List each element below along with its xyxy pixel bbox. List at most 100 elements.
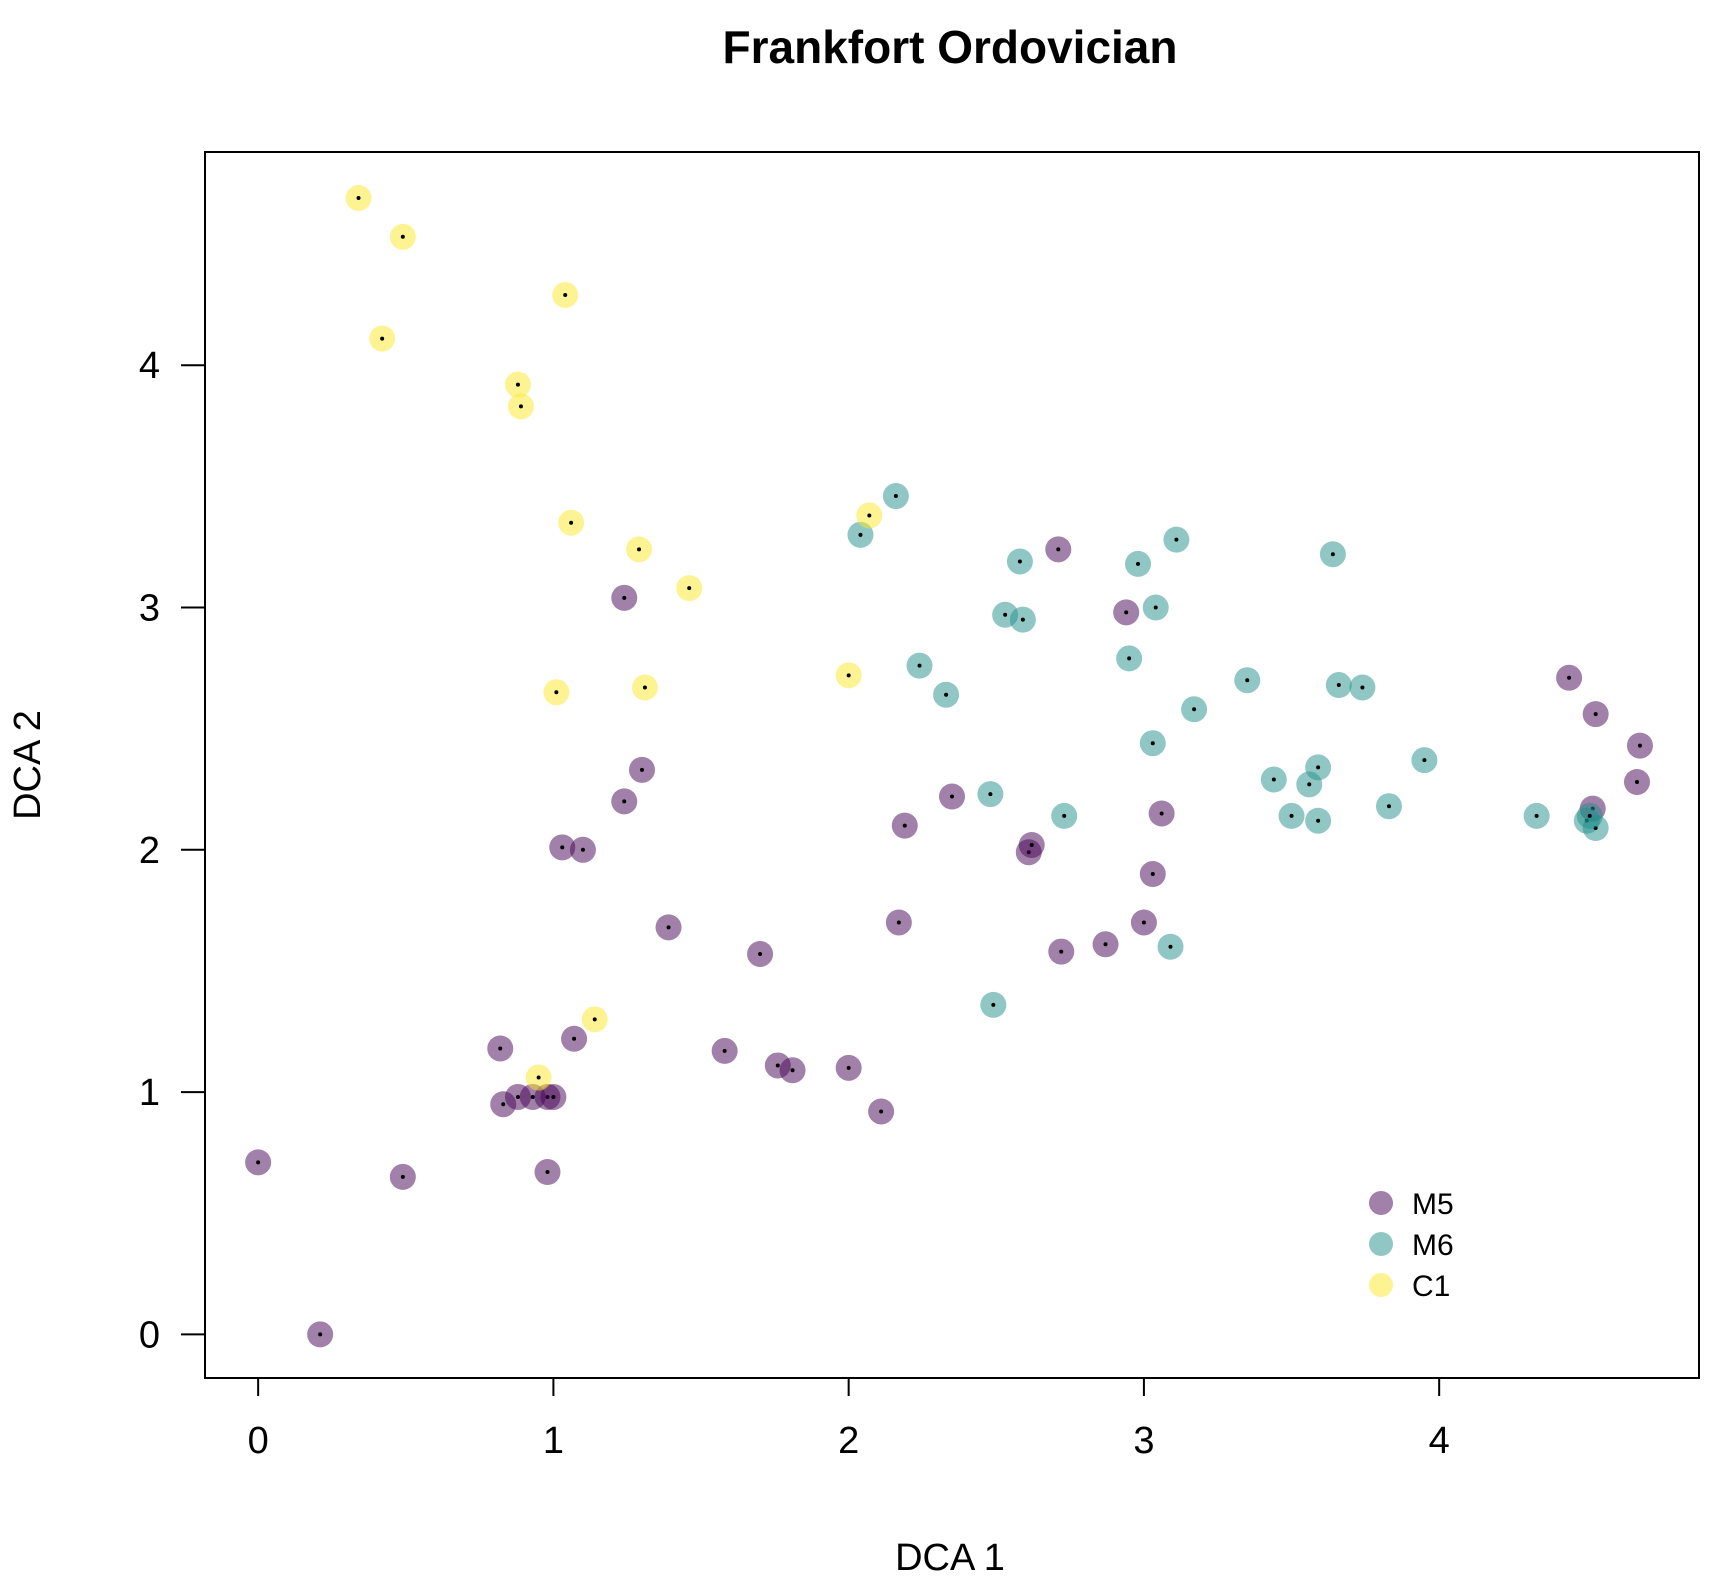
point-dot [1587, 813, 1592, 818]
point-dot [572, 1036, 577, 1041]
point-dot [1360, 685, 1365, 690]
point-dot [1136, 561, 1141, 566]
point-dot [356, 196, 361, 201]
point-dot [1174, 537, 1179, 542]
point-m5-14 [628, 756, 655, 783]
point-m6-9 [1051, 802, 1078, 829]
point-m5-9 [534, 1159, 561, 1186]
legend-item-m6: M6 [1369, 1229, 1454, 1262]
legend-label: C1 [1412, 1270, 1450, 1303]
point-dot [988, 792, 993, 797]
point-dot [858, 532, 863, 537]
point-m6-26 [1375, 793, 1402, 820]
point-m6-2 [906, 652, 933, 679]
point-m6-0 [847, 521, 874, 548]
point-dot [1567, 675, 1572, 680]
point-dot [1336, 683, 1341, 688]
point-m6-27 [1411, 747, 1438, 774]
point-dot [1634, 779, 1639, 784]
point-c1-14 [525, 1064, 552, 1091]
point-dot [554, 690, 559, 695]
point-dot [867, 513, 872, 518]
point-c1-0 [345, 185, 372, 212]
point-dot [515, 382, 520, 387]
point-dot [318, 1332, 323, 1337]
point-dot [758, 951, 763, 956]
point-c1-7 [626, 536, 653, 563]
point-dot [1307, 782, 1312, 787]
point-c1-2 [369, 325, 396, 352]
point-dot [536, 1075, 541, 1080]
point-m6-4 [977, 781, 1004, 808]
point-dot [1245, 678, 1250, 683]
point-m6-28 [1523, 802, 1550, 829]
point-m5-27 [1018, 831, 1045, 858]
point-dot [846, 1065, 851, 1070]
point-dot [1141, 920, 1146, 925]
point-dot [515, 1094, 520, 1099]
point-dot [1062, 813, 1067, 818]
point-m5-31 [1113, 599, 1140, 626]
point-dot [1150, 741, 1155, 746]
legend-item-m5: M5 [1369, 1188, 1454, 1221]
point-dot [560, 845, 565, 850]
point-m6-3 [933, 681, 960, 708]
point-m5-0 [245, 1149, 272, 1176]
point-dot [1003, 612, 1008, 617]
point-dot [501, 1102, 506, 1107]
point-dot [1020, 617, 1025, 622]
point-m5-23 [885, 909, 912, 936]
point-dot [846, 673, 851, 678]
point-dot [1316, 765, 1321, 770]
point-m6-13 [1142, 594, 1169, 621]
point-dot [896, 920, 901, 925]
point-m5-12 [569, 836, 596, 863]
point-dot [1386, 804, 1391, 809]
point-dot [551, 1094, 556, 1099]
point-dot [1289, 813, 1294, 818]
point-c1-1 [389, 223, 416, 250]
point-dot [256, 1160, 261, 1165]
point-m6-19 [1278, 802, 1305, 829]
y-tick-label: 0 [139, 1314, 160, 1356]
point-dot [545, 1170, 550, 1175]
point-m6-11 [1125, 550, 1152, 577]
point-m5-18 [747, 940, 774, 967]
point-dot [592, 1017, 597, 1022]
y-axis-label: DCA 2 [7, 710, 49, 820]
point-m5-30 [1092, 931, 1119, 958]
point-c1-12 [856, 502, 883, 529]
point-c1-4 [507, 393, 534, 420]
point-c1-6 [558, 509, 585, 536]
point-m6-5 [980, 991, 1007, 1018]
point-c1-5 [552, 281, 579, 308]
point-m6-1 [882, 483, 909, 510]
point-dot [879, 1109, 884, 1114]
point-dot [639, 767, 644, 772]
point-m5-32 [1130, 909, 1157, 936]
point-dot [1168, 944, 1173, 949]
y-tick-label: 1 [139, 1072, 160, 1114]
legend-item-c1: C1 [1369, 1270, 1450, 1303]
point-c1-9 [543, 679, 570, 706]
point-dot [722, 1048, 727, 1053]
point-m6-10 [1116, 645, 1143, 672]
point-dot [1534, 813, 1539, 818]
point-m5-22 [868, 1098, 895, 1125]
point-dot [380, 336, 385, 341]
legend-label: M6 [1412, 1229, 1454, 1262]
point-dot [893, 494, 898, 499]
x-tick-label: 2 [838, 1420, 859, 1462]
point-m5-33 [1139, 861, 1166, 888]
point-m5-34 [1148, 800, 1175, 827]
point-m5-25 [939, 783, 965, 810]
point-dot [569, 520, 574, 525]
point-m6-25 [1349, 674, 1376, 701]
point-dot [1159, 811, 1164, 816]
y-tick-label: 4 [139, 345, 160, 387]
legend-swatch [1369, 1191, 1393, 1215]
point-dot [1059, 949, 1064, 954]
point-m5-38 [1626, 732, 1653, 759]
point-m6-8 [1009, 606, 1036, 633]
point-dot [518, 404, 523, 409]
